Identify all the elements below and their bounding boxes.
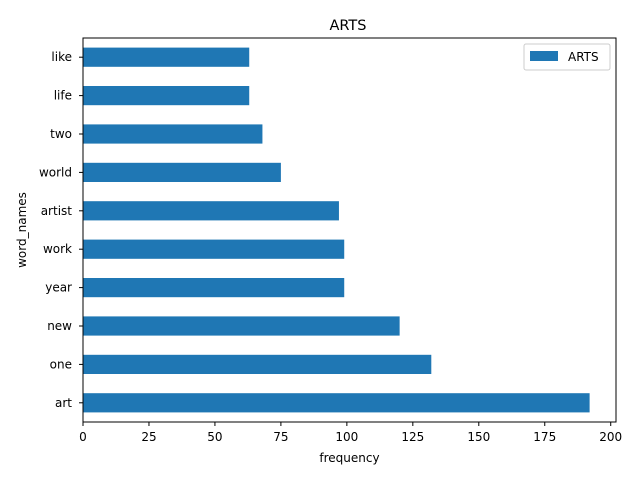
y-tick-label: year	[45, 281, 72, 295]
x-axis-ticks: 0 25 50 75 100 125 150 175 200	[79, 422, 622, 444]
x-tick-label: 125	[401, 430, 424, 444]
bars-group	[83, 47, 590, 413]
bar-year	[83, 278, 345, 298]
bar-life	[83, 86, 250, 106]
bar-art	[83, 393, 590, 413]
bar-artist	[83, 201, 339, 221]
y-axis-title: word_names	[15, 192, 29, 268]
bar-like	[83, 47, 250, 67]
y-axis-ticks: art one new year work artist world two life like	[39, 50, 83, 410]
y-tick-label: world	[39, 165, 72, 179]
y-tick-label: two	[50, 127, 72, 141]
x-tick-label: 100	[335, 430, 358, 444]
y-tick-label: art	[55, 396, 72, 410]
x-tick-label: 200	[599, 430, 622, 444]
y-tick-label: work	[43, 242, 72, 256]
x-tick-label: 150	[467, 430, 490, 444]
legend-label: ARTS	[568, 50, 599, 64]
legend-swatch	[530, 51, 558, 61]
y-tick-label: artist	[41, 204, 73, 218]
y-tick-label: one	[50, 357, 72, 371]
y-tick-label: new	[47, 319, 72, 333]
bar-one	[83, 354, 432, 374]
plot-area-frame	[82, 37, 617, 423]
y-tick-label: like	[51, 50, 72, 64]
x-axis-title: frequency	[319, 451, 379, 465]
bar-new	[83, 316, 400, 336]
y-tick-label: life	[54, 89, 72, 103]
legend-box	[523, 43, 611, 71]
x-tick-label: 75	[273, 430, 288, 444]
legend: ARTS	[523, 43, 611, 71]
x-tick-label: 25	[141, 430, 156, 444]
x-tick-label: 0	[79, 430, 87, 444]
x-tick-label: 175	[533, 430, 556, 444]
x-tick-label: 50	[207, 430, 222, 444]
bar-two	[83, 124, 263, 144]
bar-work	[83, 239, 345, 259]
chart-title: ARTS	[329, 18, 366, 34]
bar-world	[83, 162, 281, 182]
